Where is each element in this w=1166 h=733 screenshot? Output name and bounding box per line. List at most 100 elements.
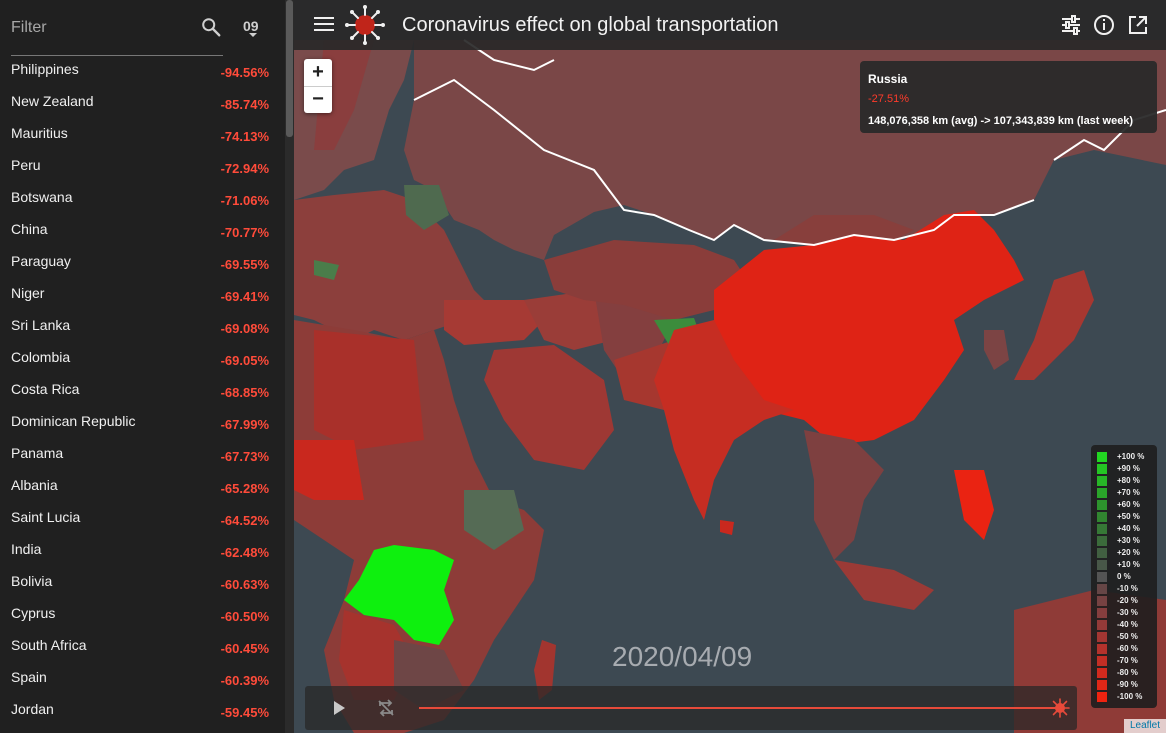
country-list-item[interactable]: Niger -69.41% [0,280,285,312]
country-list-item[interactable]: Dominican Republic -67.99% [0,408,285,440]
country-name: Saint Lucia [11,509,81,525]
country-list-item[interactable]: Botswana -71.06% [0,184,285,216]
country-name: Cyprus [11,605,56,621]
menu-icon[interactable] [314,15,334,33]
country-name: Paraguay [11,253,71,269]
legend-label: -60 % [1117,644,1138,653]
country-name: Dominican Republic [11,413,136,429]
country-list-item[interactable]: New Zealand -85.74% [0,88,285,120]
country-list-item[interactable]: Sri Lanka -69.08% [0,312,285,344]
country-list-item[interactable]: Mauritius -74.13% [0,120,285,152]
repeat-off-icon[interactable] [376,698,396,718]
country-name: Mauritius [11,125,68,141]
country-list-item[interactable]: Costa Rica -68.85% [0,376,285,408]
country-list-item[interactable]: India -62.48% [0,536,285,568]
legend-swatch [1097,512,1107,522]
country-change-value: -69.05% [220,353,269,368]
legend-item: +80 % [1097,475,1153,487]
legend-label: -10 % [1117,584,1138,593]
tune-icon[interactable] [1060,14,1082,36]
search-icon[interactable] [200,16,222,38]
country-change-value: -74.13% [220,129,269,144]
country-name: India [11,541,42,557]
legend-label: +100 % [1117,452,1145,461]
legend-swatch [1097,560,1107,570]
country-list-item[interactable]: Albania -65.28% [0,472,285,504]
play-icon[interactable] [331,700,347,716]
country-name: New Zealand [11,93,94,109]
country-list-item[interactable]: Saint Lucia -64.52% [0,504,285,536]
legend-item: +70 % [1097,487,1153,499]
legend-item: +50 % [1097,511,1153,523]
top-bar: Coronavirus effect on global transportat… [294,0,1166,50]
country-list-item[interactable]: Jordan -59.45% [0,696,285,728]
country-list-item[interactable]: Colombia -69.05% [0,344,285,376]
legend-label: +60 % [1117,500,1140,509]
legend-label: +20 % [1117,548,1140,557]
legend-swatch [1097,596,1107,606]
day-select-value: 09 [243,18,259,34]
legend-label: -30 % [1117,608,1138,617]
virus-logo [345,5,385,45]
filter-row: 09 [0,0,285,56]
virus-slider-thumb-icon[interactable] [1049,697,1071,719]
legend-item: +60 % [1097,499,1153,511]
legend-swatch [1097,572,1107,582]
timeline-slider[interactable] [419,707,1060,709]
legend-item: +20 % [1097,547,1153,559]
legend-swatch [1097,548,1107,558]
country-name: Peru [11,157,41,173]
zoom-in-button[interactable]: + [312,61,324,83]
sidebar-scrollbar[interactable] [285,0,294,733]
country-change-value: -69.08% [220,321,269,336]
legend-item: -100 % [1097,691,1153,703]
legend-label: -50 % [1117,632,1138,641]
legend-swatch [1097,680,1107,690]
country-name: Costa Rica [11,381,80,397]
country-list-item[interactable]: Panama -67.73% [0,440,285,472]
open-external-icon[interactable] [1127,14,1149,36]
map-legend: +100 % +90 % +80 % +70 % +60 % +50 % +40 % +30 … [1091,445,1157,708]
tooltip-country: Russia [868,72,908,86]
country-list-item[interactable]: Bolivia -60.63% [0,568,285,600]
zoom-control: + − [304,59,332,113]
legend-swatch [1097,584,1107,594]
country-list-item[interactable]: Peru -72.94% [0,152,285,184]
filter-underline [11,55,223,56]
country-change-value: -85.74% [220,97,269,112]
day-select[interactable]: 09 [243,18,263,42]
country-list-item[interactable]: South Africa -60.45% [0,632,285,664]
app-title: Coronavirus effect on global transportat… [402,14,779,36]
country-change-value: -64.52% [220,513,269,528]
country-name: Albania [11,477,58,493]
legend-label: -100 % [1117,692,1143,701]
legend-swatch [1097,452,1107,462]
scrollbar-thumb[interactable] [286,0,293,137]
date-label: 2020/04/09 [612,641,753,672]
legend-item: +40 % [1097,523,1153,535]
country-list-item[interactable]: Cyprus -60.50% [0,600,285,632]
legend-label: +40 % [1117,524,1140,533]
country-list-item[interactable]: Spain -60.39% [0,664,285,696]
legend-swatch [1097,488,1107,498]
legend-item: +30 % [1097,535,1153,547]
filter-input[interactable] [11,14,191,42]
zoom-out-button[interactable]: − [312,88,324,110]
legend-swatch [1097,608,1107,618]
legend-swatch [1097,632,1107,642]
country-list-item[interactable]: China -70.77% [0,216,285,248]
leaflet-attribution-link[interactable]: Leaflet [1124,719,1166,733]
country-tooltip: Russia -27.51% 148,076,358 km (avg) -> 1… [860,61,1157,133]
country-list-item[interactable]: Philippines -94.56% [0,56,285,88]
legend-item: -70 % [1097,655,1153,667]
tooltip-change: -27.51% [868,93,909,105]
country-change-value: -68.85% [220,385,269,400]
legend-item: -90 % [1097,679,1153,691]
legend-item: +10 % [1097,559,1153,571]
legend-item: -80 % [1097,667,1153,679]
info-icon[interactable] [1093,14,1115,36]
legend-item: -20 % [1097,595,1153,607]
country-change-value: -94.56% [220,65,269,80]
country-list-item[interactable]: Paraguay -69.55% [0,248,285,280]
country-change-value: -67.73% [220,449,269,464]
